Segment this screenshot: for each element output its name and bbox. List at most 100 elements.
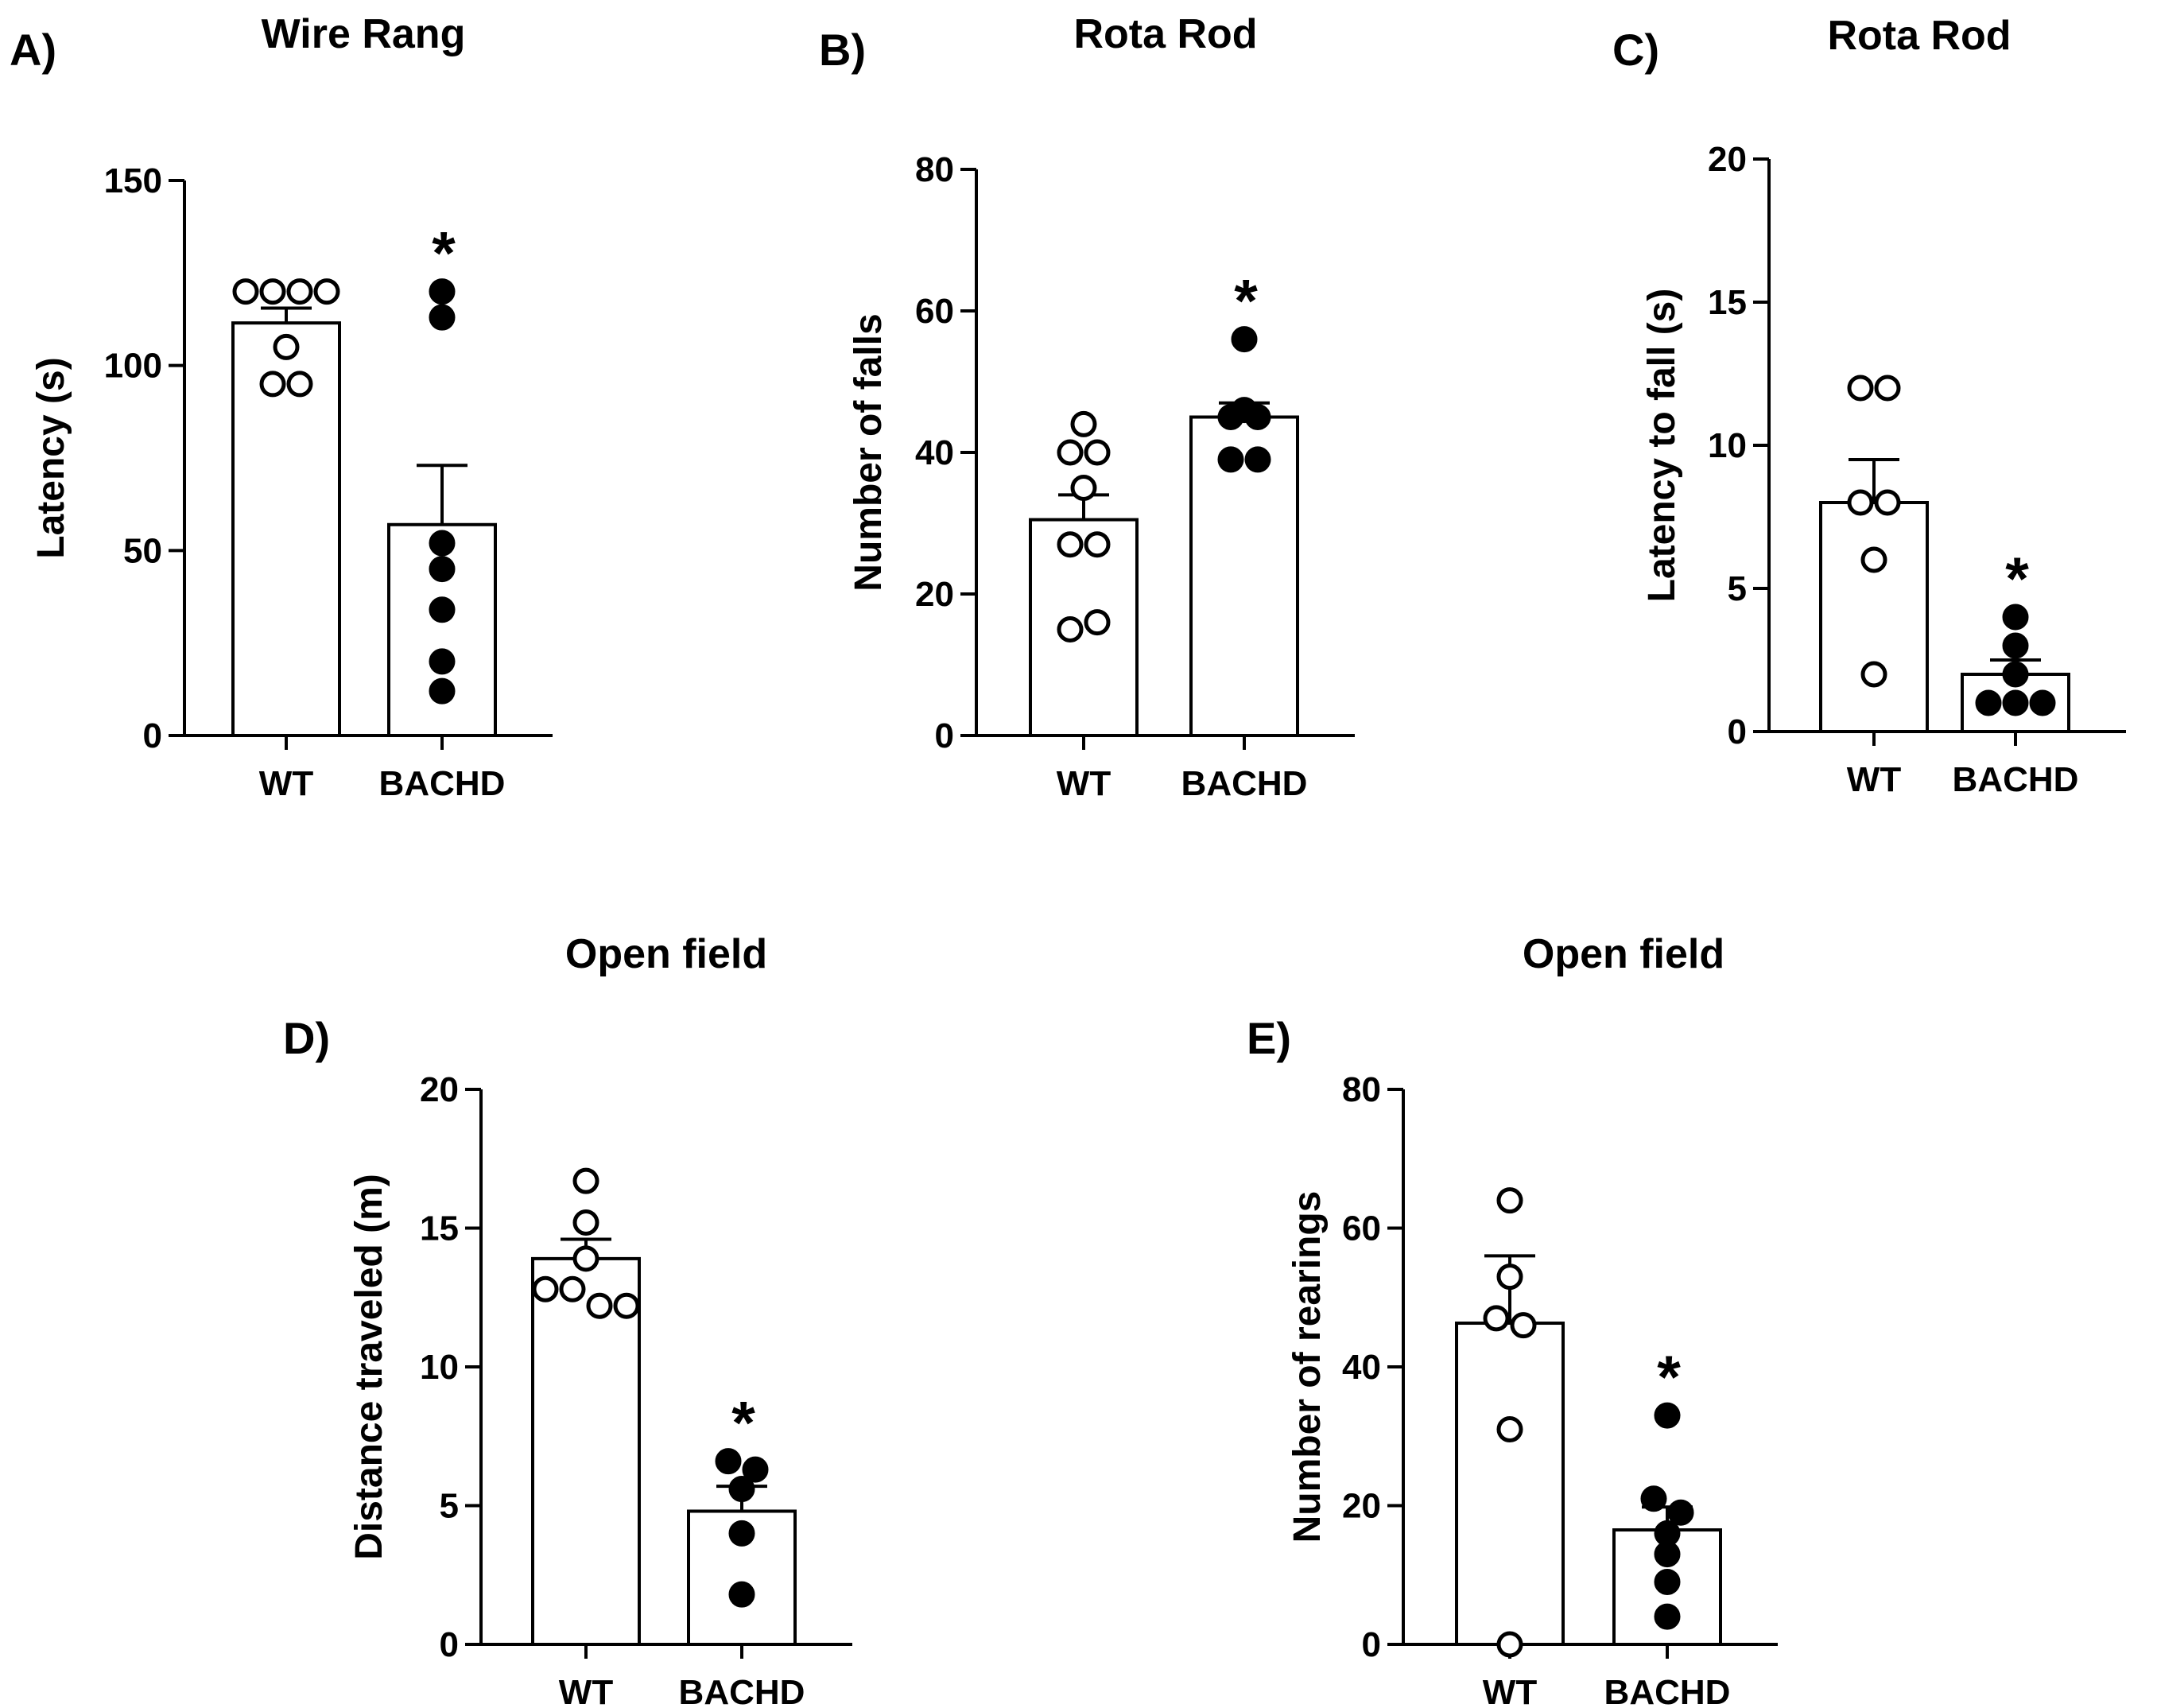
data-point xyxy=(572,1167,599,1194)
panel-a: A) Wire Rang 0 50 100 150 Latency (s) WT BACHD * xyxy=(10,11,553,803)
x-tick-label-bachd: BACHD xyxy=(1181,764,1308,803)
data-point xyxy=(286,278,313,305)
data-point xyxy=(2002,661,2029,688)
data-point xyxy=(259,278,286,305)
y-tick-label: 80 xyxy=(1342,1070,1381,1109)
data-point xyxy=(1084,609,1111,636)
data-point xyxy=(1217,446,1244,473)
data-point xyxy=(1510,1312,1537,1339)
y-tick-label: 0 xyxy=(143,716,162,755)
y-tick-label: 150 xyxy=(104,161,162,200)
y-tick-label: 15 xyxy=(1708,283,1747,322)
data-point xyxy=(728,1581,755,1608)
x-tick-label-bachd: BACHD xyxy=(1604,1673,1731,1708)
data-point xyxy=(429,596,456,623)
panel-title: Open field xyxy=(1523,931,1724,977)
data-point xyxy=(429,677,456,705)
panel-title: Open field xyxy=(565,931,767,977)
panel-b: B) Rota Rod 0 20 40 60 80 Number of falls WT BACH… xyxy=(819,11,1355,803)
data-point xyxy=(1874,375,1901,402)
y-tick-label: 15 xyxy=(420,1209,459,1248)
x-tick-label-wt: WT xyxy=(1847,760,1902,799)
data-point xyxy=(1244,446,1271,473)
y-tick-label: 0 xyxy=(1728,712,1747,751)
data-point xyxy=(1496,1416,1523,1443)
significance-star: * xyxy=(1657,1344,1681,1411)
data-point xyxy=(1084,439,1111,466)
data-point xyxy=(1057,439,1084,466)
y-tick-label: 40 xyxy=(1342,1348,1381,1387)
data-point xyxy=(429,530,456,557)
x-tick-label-wt: WT xyxy=(259,764,314,803)
data-point xyxy=(313,278,340,305)
y-tick-label: 40 xyxy=(915,433,954,472)
data-point xyxy=(1483,1305,1510,1332)
y-tick-label: 80 xyxy=(915,150,954,189)
data-point xyxy=(273,333,300,360)
significance-star: * xyxy=(2005,545,2029,613)
data-point xyxy=(586,1292,613,1319)
data-point xyxy=(715,1448,742,1475)
y-tick-label: 5 xyxy=(440,1487,459,1526)
y-tick-label: 20 xyxy=(915,575,954,614)
panel-title: Rota Rod xyxy=(1073,11,1257,57)
data-point xyxy=(1654,1568,1681,1595)
x-tick-label-bachd: BACHD xyxy=(679,1673,805,1708)
y-tick-label: 20 xyxy=(420,1070,459,1109)
data-point xyxy=(728,1476,755,1503)
significance-star: * xyxy=(1234,268,1258,336)
panel-title: Rota Rod xyxy=(1827,13,2011,59)
data-point xyxy=(1654,1541,1681,1568)
data-point xyxy=(1654,1402,1681,1429)
data-point xyxy=(1860,661,1887,688)
data-point xyxy=(1860,546,1887,573)
x-tick-label-bachd: BACHD xyxy=(379,764,506,803)
panel-title: Wire Rang xyxy=(262,11,466,57)
bar-wt xyxy=(1029,518,1139,737)
bar-wt xyxy=(231,321,341,737)
data-point xyxy=(613,1292,640,1319)
bar-wt xyxy=(1819,501,1929,733)
data-point xyxy=(2002,632,2029,659)
data-point xyxy=(532,1275,559,1302)
y-tick-label: 50 xyxy=(123,531,162,570)
data-point xyxy=(1975,689,2002,716)
y-tick-label: 20 xyxy=(1708,140,1747,179)
panel-letter: C) xyxy=(1612,25,1659,75)
data-point xyxy=(1874,489,1901,516)
y-axis-label: Latency to fall (s) xyxy=(1641,289,1683,603)
data-point xyxy=(1231,397,1258,424)
y-axis-label: Number of rearings xyxy=(1286,1191,1329,1543)
y-tick-label: 60 xyxy=(1342,1209,1381,1248)
significance-star: * xyxy=(432,220,456,288)
data-point xyxy=(1847,489,1874,516)
x-tick-label-wt: WT xyxy=(1483,1673,1538,1708)
data-point xyxy=(2029,689,2056,716)
data-point xyxy=(1057,531,1084,558)
y-tick-label: 100 xyxy=(104,347,162,386)
data-point xyxy=(1496,1264,1523,1291)
data-point xyxy=(1667,1499,1694,1526)
data-point xyxy=(429,278,456,305)
data-point xyxy=(1640,1485,1667,1512)
y-tick-label: 60 xyxy=(915,292,954,331)
data-point xyxy=(1496,1631,1523,1658)
y-axis-label: Latency (s) xyxy=(30,357,72,558)
data-point xyxy=(2002,604,2029,631)
data-point xyxy=(1084,531,1111,558)
data-point xyxy=(572,1245,599,1272)
data-point xyxy=(1847,375,1874,402)
data-point xyxy=(1496,1187,1523,1214)
data-point xyxy=(728,1520,755,1547)
panel-c: C) Rota Rod 0 5 10 15 20 Latency to fall (s) WT B… xyxy=(1612,13,2126,799)
data-point xyxy=(572,1209,599,1236)
panel-letter: D) xyxy=(283,1013,330,1063)
data-point xyxy=(1070,475,1097,501)
bar-bachd xyxy=(1189,415,1299,737)
data-point xyxy=(259,371,286,398)
data-point xyxy=(286,371,313,398)
data-point xyxy=(429,648,456,675)
y-tick-label: 10 xyxy=(420,1348,459,1387)
y-tick-label: 0 xyxy=(1362,1625,1381,1664)
